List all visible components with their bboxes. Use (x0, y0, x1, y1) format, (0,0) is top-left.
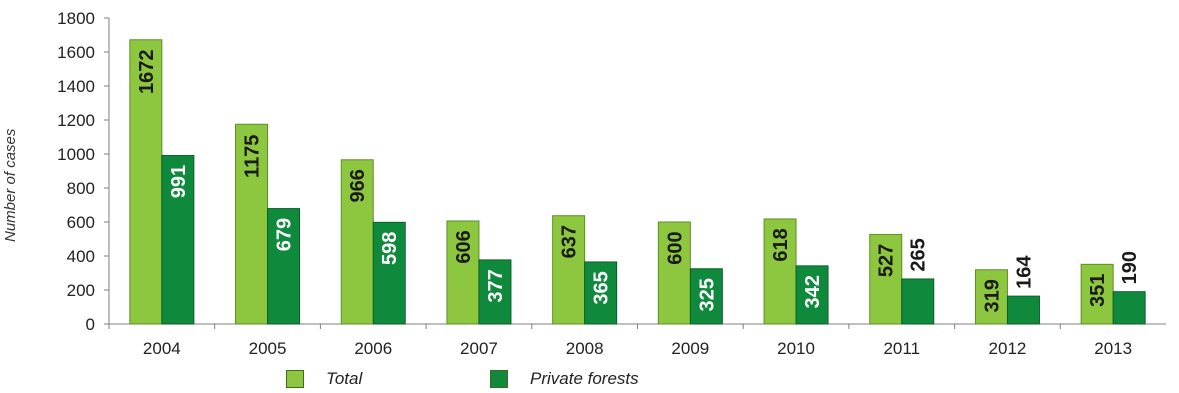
value-label-total-2006: 966 (347, 169, 369, 202)
bar-private-forests-2011 (901, 278, 935, 325)
bar-private-forests-2007 (478, 259, 512, 325)
value-label-private-forests-2007: 377 (485, 269, 507, 302)
y-tick-label: 800 (67, 179, 95, 198)
value-label-private-forests-2004: 991 (168, 165, 190, 198)
legend-item-total: Total (286, 368, 362, 390)
bar-total-2005 (235, 123, 269, 325)
value-label-total-2004: 1672 (136, 50, 158, 95)
x-tick-label: 2008 (566, 339, 604, 358)
y-tick-label: 600 (67, 213, 95, 232)
y-tick-label: 1000 (57, 145, 95, 164)
bar-private-forests-2012 (1006, 295, 1040, 325)
value-label-total-2012: 319 (981, 279, 1003, 312)
bar-total-2008 (552, 215, 586, 325)
legend-label-private-forests: Private forests (530, 369, 639, 388)
value-label-total-2011: 527 (876, 244, 898, 277)
y-tick-label: 0 (86, 315, 95, 334)
y-tick-label: 1600 (57, 43, 95, 62)
value-label-total-2013: 351 (1087, 274, 1109, 307)
value-label-private-forests-2012: 164 (1013, 255, 1035, 289)
y-tick-label: 200 (67, 281, 95, 300)
bar-private-forests-2004 (161, 155, 195, 325)
x-tick-label: 2010 (777, 339, 815, 358)
legend-item-private-forests: Private forests (490, 368, 639, 390)
x-tick-label: 2013 (1094, 339, 1132, 358)
value-label-private-forests-2006: 598 (379, 232, 401, 265)
bar-private-forests-2008 (584, 261, 618, 325)
bar-private-forests-2013 (1112, 291, 1146, 325)
value-label-private-forests-2009: 325 (696, 278, 718, 311)
value-label-private-forests-2011: 265 (908, 238, 930, 271)
bar-private-forests-2006 (372, 221, 406, 325)
bar-private-forests-2005 (267, 208, 301, 325)
bar-private-forests-2010 (795, 265, 829, 325)
x-tick-label: 2004 (143, 339, 181, 358)
x-tick-label: 2006 (354, 339, 392, 358)
value-label-total-2008: 637 (559, 225, 581, 258)
bar-total-2007 (446, 220, 480, 325)
legend-swatch-total (286, 370, 304, 388)
value-label-private-forests-2013: 190 (1119, 251, 1141, 284)
legend-swatch-private-forests (490, 370, 508, 388)
value-label-total-2010: 618 (770, 228, 792, 261)
y-tick-label: 1800 (57, 9, 95, 28)
value-label-total-2009: 600 (664, 231, 686, 264)
value-label-private-forests-2005: 679 (274, 218, 296, 251)
x-tick-label: 2007 (460, 339, 498, 358)
bar-total-2012 (974, 269, 1008, 325)
x-tick-label: 2009 (671, 339, 709, 358)
y-tick-label: 400 (67, 247, 95, 266)
value-label-total-2005: 1175 (242, 135, 264, 178)
value-label-private-forests-2010: 342 (802, 275, 824, 308)
bar-private-forests-2009 (689, 268, 723, 325)
value-label-private-forests-2008: 365 (591, 271, 613, 304)
x-tick-label: 2011 (883, 339, 920, 358)
bar-total-2006 (340, 159, 374, 325)
y-tick-label: 1400 (57, 77, 95, 96)
x-tick-label: 2012 (989, 339, 1027, 358)
y-tick-label: 1200 (57, 111, 95, 130)
value-label-total-2007: 606 (453, 230, 475, 263)
x-tick-label: 2005 (249, 339, 287, 358)
legend-label-total: Total (326, 369, 363, 388)
